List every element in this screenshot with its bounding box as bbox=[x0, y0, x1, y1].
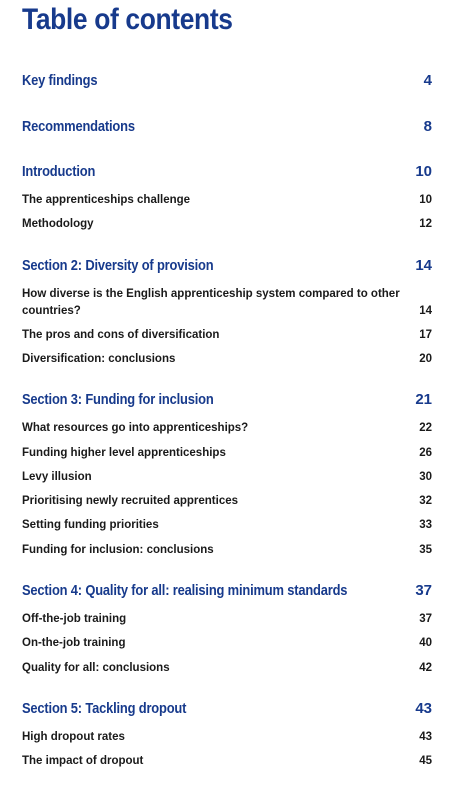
toc-item[interactable]: Setting funding priorities 33 bbox=[22, 517, 432, 534]
toc-item-label: The pros and cons of diversification bbox=[22, 329, 220, 341]
toc-heading-section-4[interactable]: Section 4: Quality for all: realising mi… bbox=[22, 582, 432, 599]
toc-item-label: Levy illusion bbox=[22, 471, 92, 483]
toc-item-page: 20 bbox=[419, 353, 432, 365]
toc-item[interactable]: Methodology 12 bbox=[22, 216, 432, 233]
toc-heading-page: 4 bbox=[423, 72, 432, 89]
toc-heading-introduction[interactable]: Introduction 10 bbox=[22, 163, 432, 180]
toc-item[interactable]: Funding for inclusion: conclusions 35 bbox=[22, 542, 432, 559]
toc-item-label: What resources go into apprenticeships? bbox=[22, 422, 249, 434]
toc-item-label: Funding higher level apprenticeships bbox=[22, 447, 226, 459]
toc-heading-label: Section 3: Funding for inclusion bbox=[22, 391, 214, 408]
toc-item-label: The apprenticeships challenge bbox=[22, 194, 191, 206]
page-title: Table of contents bbox=[22, 3, 233, 36]
toc-item-page: 32 bbox=[419, 495, 432, 507]
toc-item[interactable]: How diverse is the English apprenticeshi… bbox=[22, 286, 432, 320]
toc-item-page: 42 bbox=[419, 662, 432, 674]
toc-item-label: Diversification: conclusions bbox=[22, 353, 176, 365]
toc-item-label: Setting funding priorities bbox=[22, 519, 159, 531]
toc-heading-section-2[interactable]: Section 2: Diversity of provision 14 bbox=[22, 257, 432, 274]
toc-item-label: Funding for inclusion: conclusions bbox=[22, 544, 214, 556]
toc-item-label: How diverse is the English apprenticeshi… bbox=[22, 288, 400, 317]
toc-item[interactable]: Prioritising newly recruited apprentices… bbox=[22, 493, 432, 510]
toc-item[interactable]: The apprenticeships challenge 10 bbox=[22, 192, 432, 209]
toc-heading-section-3[interactable]: Section 3: Funding for inclusion 21 bbox=[22, 391, 432, 408]
toc-item-page: 22 bbox=[419, 422, 432, 434]
toc-item[interactable]: The pros and cons of diversification 17 bbox=[22, 327, 432, 344]
toc-item-label: Methodology bbox=[22, 218, 94, 230]
toc-item-page-row: 14 bbox=[22, 303, 432, 320]
toc-item-page: 33 bbox=[419, 519, 432, 531]
toc-item-page: 43 bbox=[419, 731, 432, 743]
toc-item-page: 12 bbox=[419, 218, 432, 230]
toc-heading-label: Section 2: Diversity of provision bbox=[22, 257, 214, 274]
toc-item-label: High dropout rates bbox=[22, 731, 125, 743]
toc-heading-label: Introduction bbox=[22, 163, 96, 180]
toc-heading-page: 14 bbox=[415, 257, 432, 274]
toc-item-page: 10 bbox=[419, 194, 432, 206]
toc-heading-label: Section 5: Tackling dropout bbox=[22, 700, 187, 717]
toc-item-page: 30 bbox=[419, 471, 432, 483]
toc-item-page: 26 bbox=[419, 447, 432, 459]
toc-heading-key-findings[interactable]: Key findings 4 bbox=[22, 72, 432, 89]
toc-item[interactable]: Levy illusion 30 bbox=[22, 469, 432, 486]
toc-item[interactable]: Funding higher level apprenticeships 26 bbox=[22, 445, 432, 462]
toc-heading-recommendations[interactable]: Recommendations 8 bbox=[22, 118, 432, 135]
toc-item[interactable]: Quality for all: conclusions 42 bbox=[22, 660, 432, 677]
toc-heading-page: 8 bbox=[423, 118, 432, 135]
toc-item[interactable]: On-the-job training 40 bbox=[22, 635, 432, 652]
toc-heading-label: Key findings bbox=[22, 72, 98, 89]
toc-item-page: 14 bbox=[419, 305, 432, 317]
toc-item[interactable]: The impact of dropout 45 bbox=[22, 753, 432, 770]
toc-item-page: 40 bbox=[419, 637, 432, 649]
toc-heading-page: 10 bbox=[415, 163, 432, 180]
toc-item-label: The impact of dropout bbox=[22, 755, 144, 767]
toc-item-page: 17 bbox=[419, 329, 432, 341]
toc-heading-label: Section 4: Quality for all: realising mi… bbox=[22, 582, 348, 599]
toc-item[interactable]: Diversification: conclusions 20 bbox=[22, 351, 432, 368]
toc-item-label: Prioritising newly recruited apprentices bbox=[22, 495, 239, 507]
toc-item-label: On-the-job training bbox=[22, 637, 126, 649]
toc-item-page: 45 bbox=[419, 755, 432, 767]
toc-item[interactable]: High dropout rates 43 bbox=[22, 729, 432, 746]
toc-heading-page: 43 bbox=[415, 700, 432, 717]
toc-item[interactable]: Off-the-job training 37 bbox=[22, 611, 432, 628]
toc-heading-page: 21 bbox=[415, 391, 432, 408]
toc-heading-section-5[interactable]: Section 5: Tackling dropout 43 bbox=[22, 700, 432, 717]
toc-item-page: 35 bbox=[419, 544, 432, 556]
toc-heading-page: 37 bbox=[415, 582, 432, 599]
toc-item-label: Quality for all: conclusions bbox=[22, 662, 170, 674]
toc-item[interactable]: What resources go into apprenticeships? … bbox=[22, 420, 432, 437]
toc-heading-label: Recommendations bbox=[22, 118, 135, 135]
toc-item-page: 37 bbox=[419, 613, 432, 625]
toc-item-label: Off-the-job training bbox=[22, 613, 127, 625]
